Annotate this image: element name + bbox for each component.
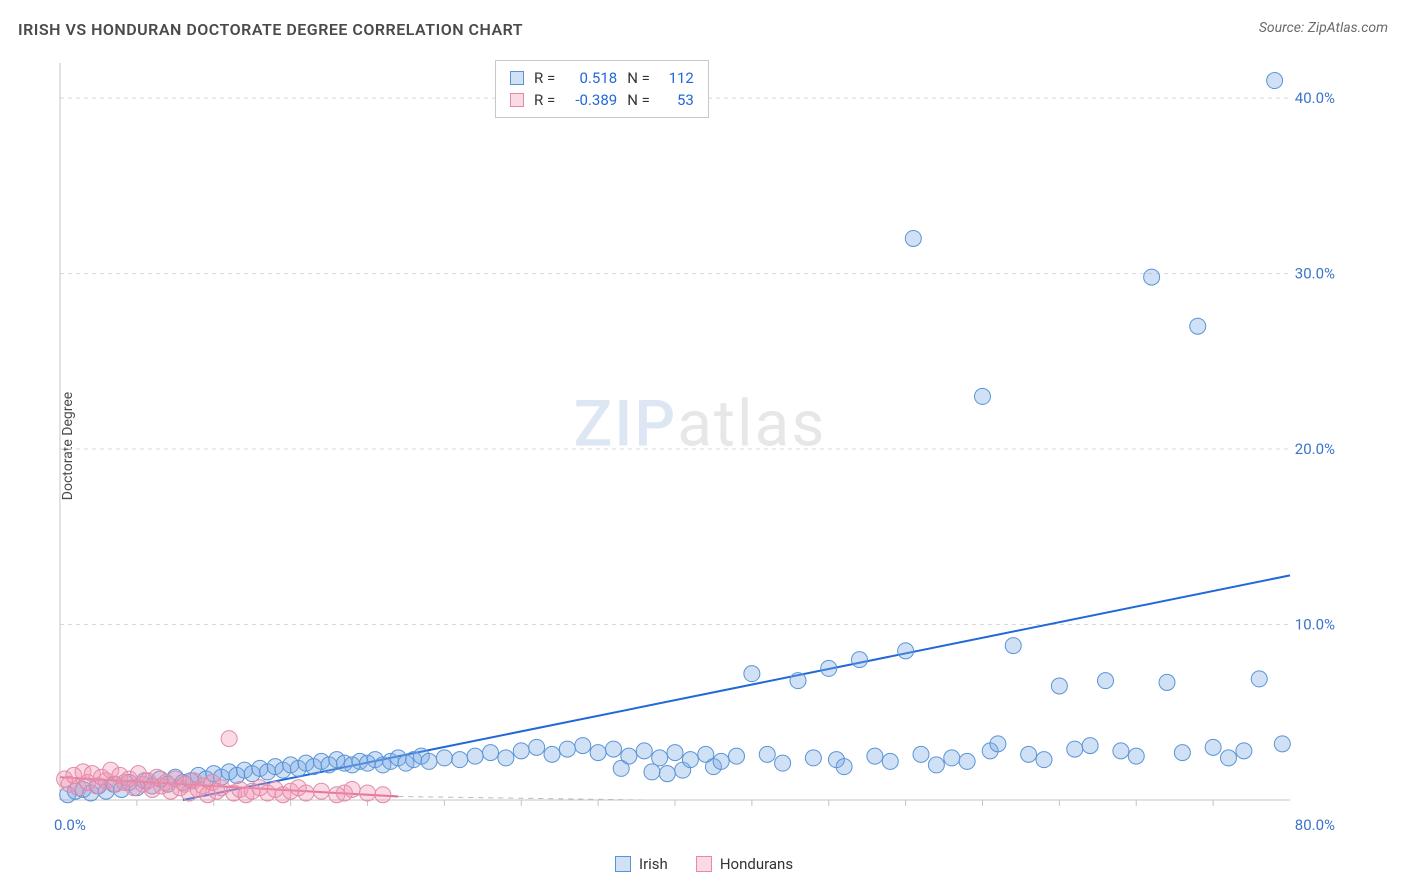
series-legend: Irish Hondurans xyxy=(615,855,793,873)
data-point xyxy=(636,743,652,759)
stats-row: R = 0.518 N = 112 xyxy=(510,67,694,89)
data-point xyxy=(1236,743,1252,759)
data-point xyxy=(836,759,852,775)
data-point xyxy=(1144,269,1160,285)
data-point xyxy=(513,743,529,759)
data-point xyxy=(790,673,806,689)
legend-swatch xyxy=(615,856,631,872)
data-point xyxy=(659,766,675,782)
data-point xyxy=(575,738,591,754)
r-label: R = xyxy=(534,89,555,111)
data-point xyxy=(905,230,921,246)
data-point xyxy=(360,785,376,801)
data-point xyxy=(759,746,775,762)
data-point xyxy=(898,643,914,659)
r-value: 0.518 xyxy=(565,67,617,89)
stats-legend-box: R = 0.518 N = 112 R = -0.389 N = 53 xyxy=(495,60,709,118)
plot-area: ZIPatlas 10.0%20.0%30.0%40.0%0.0%80.0% R… xyxy=(50,55,1350,840)
data-point xyxy=(644,764,660,780)
data-point xyxy=(1205,739,1221,755)
data-point xyxy=(1221,750,1237,766)
series-swatch xyxy=(510,93,524,107)
data-point xyxy=(606,741,622,757)
n-value: 53 xyxy=(660,89,694,111)
data-point xyxy=(1113,743,1129,759)
data-point xyxy=(1190,318,1206,334)
data-point xyxy=(729,748,745,764)
data-point xyxy=(1036,752,1052,768)
data-point xyxy=(559,741,575,757)
n-label: N = xyxy=(627,89,650,111)
data-point xyxy=(1174,745,1190,761)
correlation-chart: IRISH VS HONDURAN DOCTORATE DEGREE CORRE… xyxy=(0,0,1406,892)
data-point xyxy=(990,736,1006,752)
series-swatch xyxy=(510,71,524,85)
legend-swatch xyxy=(696,856,712,872)
plot-svg: 10.0% 20.0% 30.0% 40.0% 0.0% 80.0% xyxy=(50,55,1350,840)
data-point xyxy=(498,750,514,766)
y-tick-label: 10.0% xyxy=(1295,616,1335,634)
legend-item: Hondurans xyxy=(696,855,793,873)
data-point xyxy=(375,787,391,803)
x-tick-label: 80.0% xyxy=(1295,816,1335,834)
data-point xyxy=(652,750,668,766)
data-point xyxy=(421,753,437,769)
data-point xyxy=(590,745,606,761)
data-point xyxy=(744,666,760,682)
data-point xyxy=(298,785,314,801)
data-point xyxy=(621,748,637,764)
data-point xyxy=(944,750,960,766)
data-point xyxy=(713,753,729,769)
data-point xyxy=(1159,674,1175,690)
x-tick-label: 0.0% xyxy=(54,816,86,834)
y-tick-label: 30.0% xyxy=(1295,265,1335,283)
n-label: N = xyxy=(627,67,650,89)
data-point xyxy=(1251,671,1267,687)
data-point xyxy=(775,755,791,771)
data-point xyxy=(805,750,821,766)
data-point xyxy=(1098,673,1114,689)
data-point xyxy=(1005,638,1021,654)
data-point xyxy=(667,745,683,761)
trend-line-extension xyxy=(398,796,644,800)
legend-label: Hondurans xyxy=(720,855,793,873)
data-point xyxy=(313,783,329,799)
data-point xyxy=(852,652,868,668)
r-value: -0.389 xyxy=(565,89,617,111)
data-point xyxy=(529,739,545,755)
data-point xyxy=(882,753,898,769)
source-attribution: Source: ZipAtlas.com xyxy=(1259,20,1388,36)
data-point xyxy=(544,746,560,762)
data-point xyxy=(1267,73,1283,89)
data-point xyxy=(975,388,991,404)
data-point xyxy=(867,748,883,764)
y-tick-label: 40.0% xyxy=(1295,89,1335,107)
data-point xyxy=(1128,748,1144,764)
data-point xyxy=(928,757,944,773)
data-point xyxy=(1274,736,1290,752)
data-point xyxy=(1051,678,1067,694)
data-point xyxy=(1082,738,1098,754)
data-point xyxy=(1067,741,1083,757)
legend-label: Irish xyxy=(639,855,668,873)
legend-item: Irish xyxy=(615,855,668,873)
y-tick-label: 20.0% xyxy=(1295,440,1335,458)
n-value: 112 xyxy=(660,67,694,89)
data-point xyxy=(483,745,499,761)
data-point xyxy=(221,731,237,747)
data-point xyxy=(452,752,468,768)
data-point xyxy=(467,748,483,764)
data-point xyxy=(344,781,360,797)
data-point xyxy=(821,660,837,676)
data-point xyxy=(682,752,698,768)
data-point xyxy=(959,753,975,769)
data-point xyxy=(436,750,452,766)
data-point xyxy=(913,746,929,762)
stats-row: R = -0.389 N = 53 xyxy=(510,89,694,111)
r-label: R = xyxy=(534,67,555,89)
data-point xyxy=(1021,746,1037,762)
